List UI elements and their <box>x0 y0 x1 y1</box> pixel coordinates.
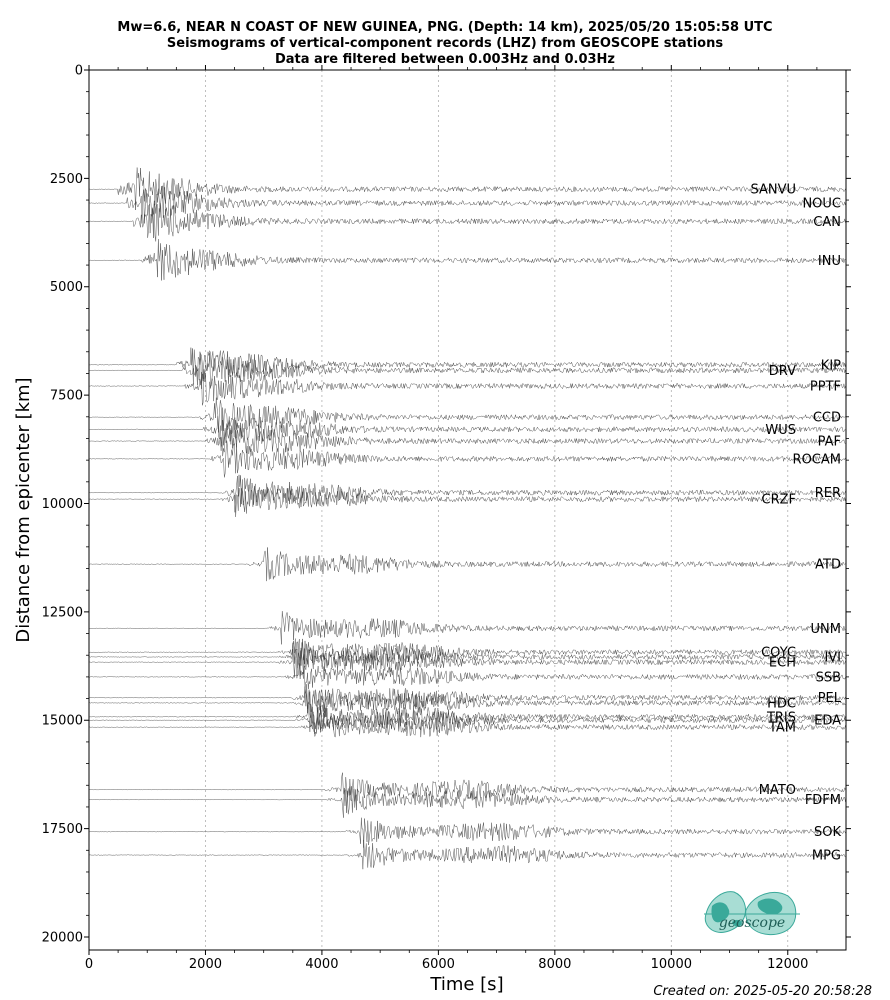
station-label-nouc: NOUC <box>802 197 841 212</box>
x-tick-label-2000: 2000 <box>189 957 222 972</box>
trace-kip <box>88 347 846 385</box>
x-axis-label: Time [s] <box>429 974 503 995</box>
x-tick-label-12000: 12000 <box>767 957 808 972</box>
geoscope-logo: geoscope <box>704 891 800 935</box>
station-label-sanvu: SANVU <box>750 183 796 198</box>
title-line-1: Mw=6.6, NEAR N COAST OF NEW GUINEA, PNG.… <box>117 20 772 35</box>
x-tick-label-10000: 10000 <box>651 957 692 972</box>
seismogram-traces <box>88 167 846 870</box>
logo-text: geoscope <box>719 915 785 931</box>
trace-tam <box>89 711 846 738</box>
title-line-3: Data are filtered between 0.003Hz and 0.… <box>275 52 615 67</box>
trace-paf <box>88 423 846 457</box>
trace-mpg <box>88 839 846 870</box>
trace-crzf <box>89 484 846 517</box>
title-line-2: Seismograms of vertical-component record… <box>167 36 723 51</box>
trace-ivi <box>89 641 846 668</box>
trace-nouc <box>88 185 846 224</box>
station-label-pel: PEL <box>818 691 842 706</box>
station-label-paf: PAF <box>818 435 841 450</box>
station-label-inu: INU <box>818 254 841 269</box>
trace-pptf <box>88 369 846 406</box>
station-label-eda: EDA <box>814 714 841 729</box>
station-label-crzf: CRZF <box>762 493 797 508</box>
station-label-tam: TAM <box>768 721 796 736</box>
trace-ccd <box>88 397 846 433</box>
trace-mato <box>89 772 846 802</box>
x-tick-label-0: 0 <box>85 957 93 972</box>
station-label-unm: UNM <box>811 622 841 637</box>
trace-tris <box>88 703 846 732</box>
y-tick-label-7500: 7500 <box>50 389 83 404</box>
y-tick-label-17500: 17500 <box>42 822 83 837</box>
y-tick-label-15000: 15000 <box>42 714 83 729</box>
station-label-sok: SOK <box>814 825 841 840</box>
station-label-fdfm: FDFM <box>805 793 841 808</box>
station-label-tris: TRIS <box>766 710 796 725</box>
y-axis-label: Distance from epicenter [km] <box>13 377 34 642</box>
trace-sok <box>88 817 846 848</box>
axis-ticks: 0 2000 4000 6000 8000 10000 12000 0 2500 5000 7500… <box>42 64 851 972</box>
y-tick-label-20000: 20000 <box>42 930 83 945</box>
station-label-ssb: SSB <box>816 670 841 685</box>
trace-hdc <box>88 688 846 718</box>
station-label-drv: DRV <box>769 364 796 379</box>
station-label-mpg: MPG <box>812 849 841 864</box>
trace-rocam <box>88 440 846 478</box>
station-label-wus: WUS <box>765 423 796 438</box>
y-tick-label-0: 0 <box>75 64 83 79</box>
station-label-rer: RER <box>815 486 841 501</box>
trace-rer <box>88 474 846 513</box>
station-labels: SANVU NOUC CAN INU KIP DRV PPTF CCD WUS PAF ROCAM R… <box>750 183 841 864</box>
trace-fdfm <box>88 786 846 818</box>
station-label-ivi: IVI <box>824 650 841 665</box>
station-label-rocam: ROCAM <box>793 452 841 467</box>
station-label-ech: ECH <box>769 656 796 671</box>
station-label-pptf: PPTF <box>810 380 841 395</box>
chart-title: Mw=6.6, NEAR N COAST OF NEW GUINEA, PNG.… <box>117 20 772 67</box>
station-label-atd: ATD <box>815 558 841 573</box>
x-tick-label-6000: 6000 <box>422 957 455 972</box>
y-tick-label-10000: 10000 <box>42 497 83 512</box>
trace-atd <box>88 547 846 582</box>
y-tick-label-2500: 2500 <box>50 172 83 187</box>
trace-wus <box>88 416 846 447</box>
logo-continents <box>711 898 783 927</box>
trace-drv <box>88 353 846 389</box>
station-label-kip: KIP <box>821 358 841 373</box>
trace-sanvu <box>88 167 846 211</box>
x-tick-label-8000: 8000 <box>538 957 571 972</box>
station-label-coyc: COYC <box>761 646 796 661</box>
trace-eda <box>88 707 846 735</box>
created-timestamp: Created on: 2025-05-20 20:58:28 <box>653 984 872 999</box>
station-label-hdc: HDC <box>767 696 796 711</box>
station-label-ccd: CCD <box>813 411 841 426</box>
y-tick-label-5000: 5000 <box>50 280 83 295</box>
trace-pel <box>88 684 846 713</box>
trace-ssb <box>88 663 846 690</box>
trace-inu <box>88 239 846 281</box>
station-label-can: CAN <box>813 215 841 230</box>
trace-can <box>89 203 846 242</box>
trace-unm <box>88 611 846 645</box>
x-tick-label-4000: 4000 <box>305 957 338 972</box>
y-tick-label-12500: 12500 <box>42 605 83 620</box>
x-grid <box>205 70 789 950</box>
station-label-mato: MATO <box>759 783 796 798</box>
trace-ech <box>89 647 846 679</box>
